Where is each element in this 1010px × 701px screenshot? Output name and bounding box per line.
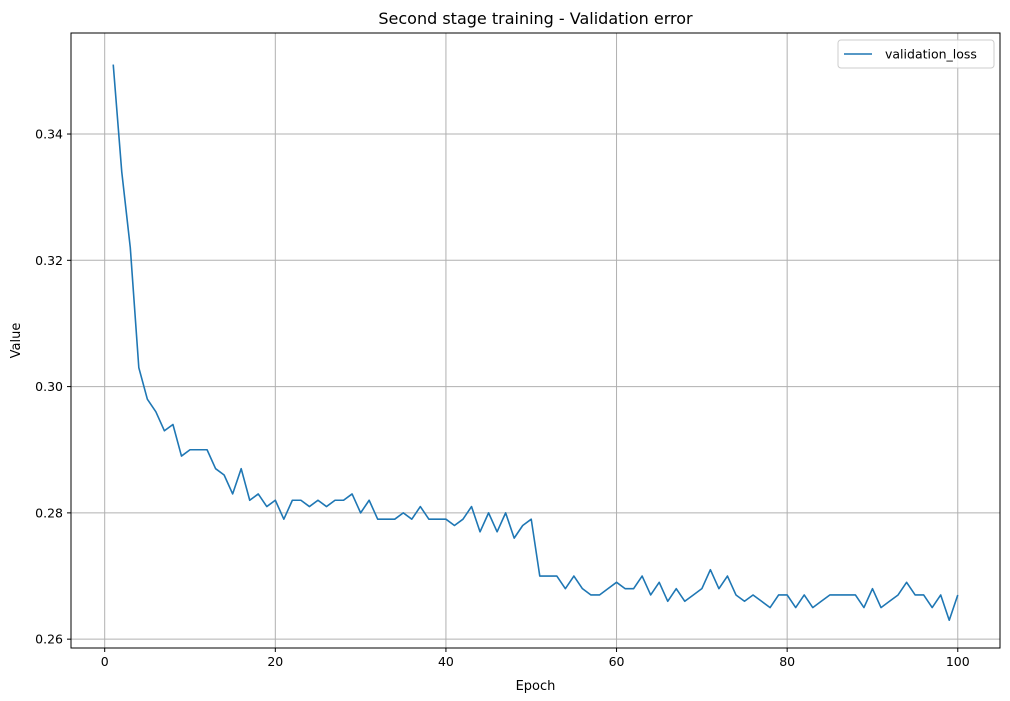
grid-lines <box>71 33 1000 648</box>
plot-frame <box>70 32 1001 649</box>
y-tick-label: 0.34 <box>35 127 63 142</box>
y-tick-label: 0.32 <box>35 253 63 268</box>
x-tick-label: 0 <box>101 654 109 669</box>
y-tick-label: 0.28 <box>35 505 63 520</box>
chart-title: Second stage training - Validation error <box>378 9 693 28</box>
series-line-validation_loss <box>112 64 959 622</box>
x-tick-label: 60 <box>609 654 625 669</box>
x-tick-label: 20 <box>267 654 283 669</box>
legend-box <box>837 39 995 69</box>
legend: validation_loss <box>837 39 995 69</box>
x-tick-label: 40 <box>438 654 454 669</box>
axis-ticks: 0 20 40 60 80 100 0.26 0.28 0.30 0.32 0.34 <box>35 127 970 669</box>
y-tick-label: 0.26 <box>35 632 63 647</box>
x-tick-label: 100 <box>946 654 970 669</box>
y-axis-title: Value <box>9 323 24 359</box>
x-axis-title: Epoch <box>516 679 556 694</box>
y-tick-label: 0.30 <box>35 379 63 394</box>
series-lines <box>112 64 959 622</box>
x-tick-label: 80 <box>779 654 795 669</box>
legend-label: validation_loss <box>885 47 977 62</box>
